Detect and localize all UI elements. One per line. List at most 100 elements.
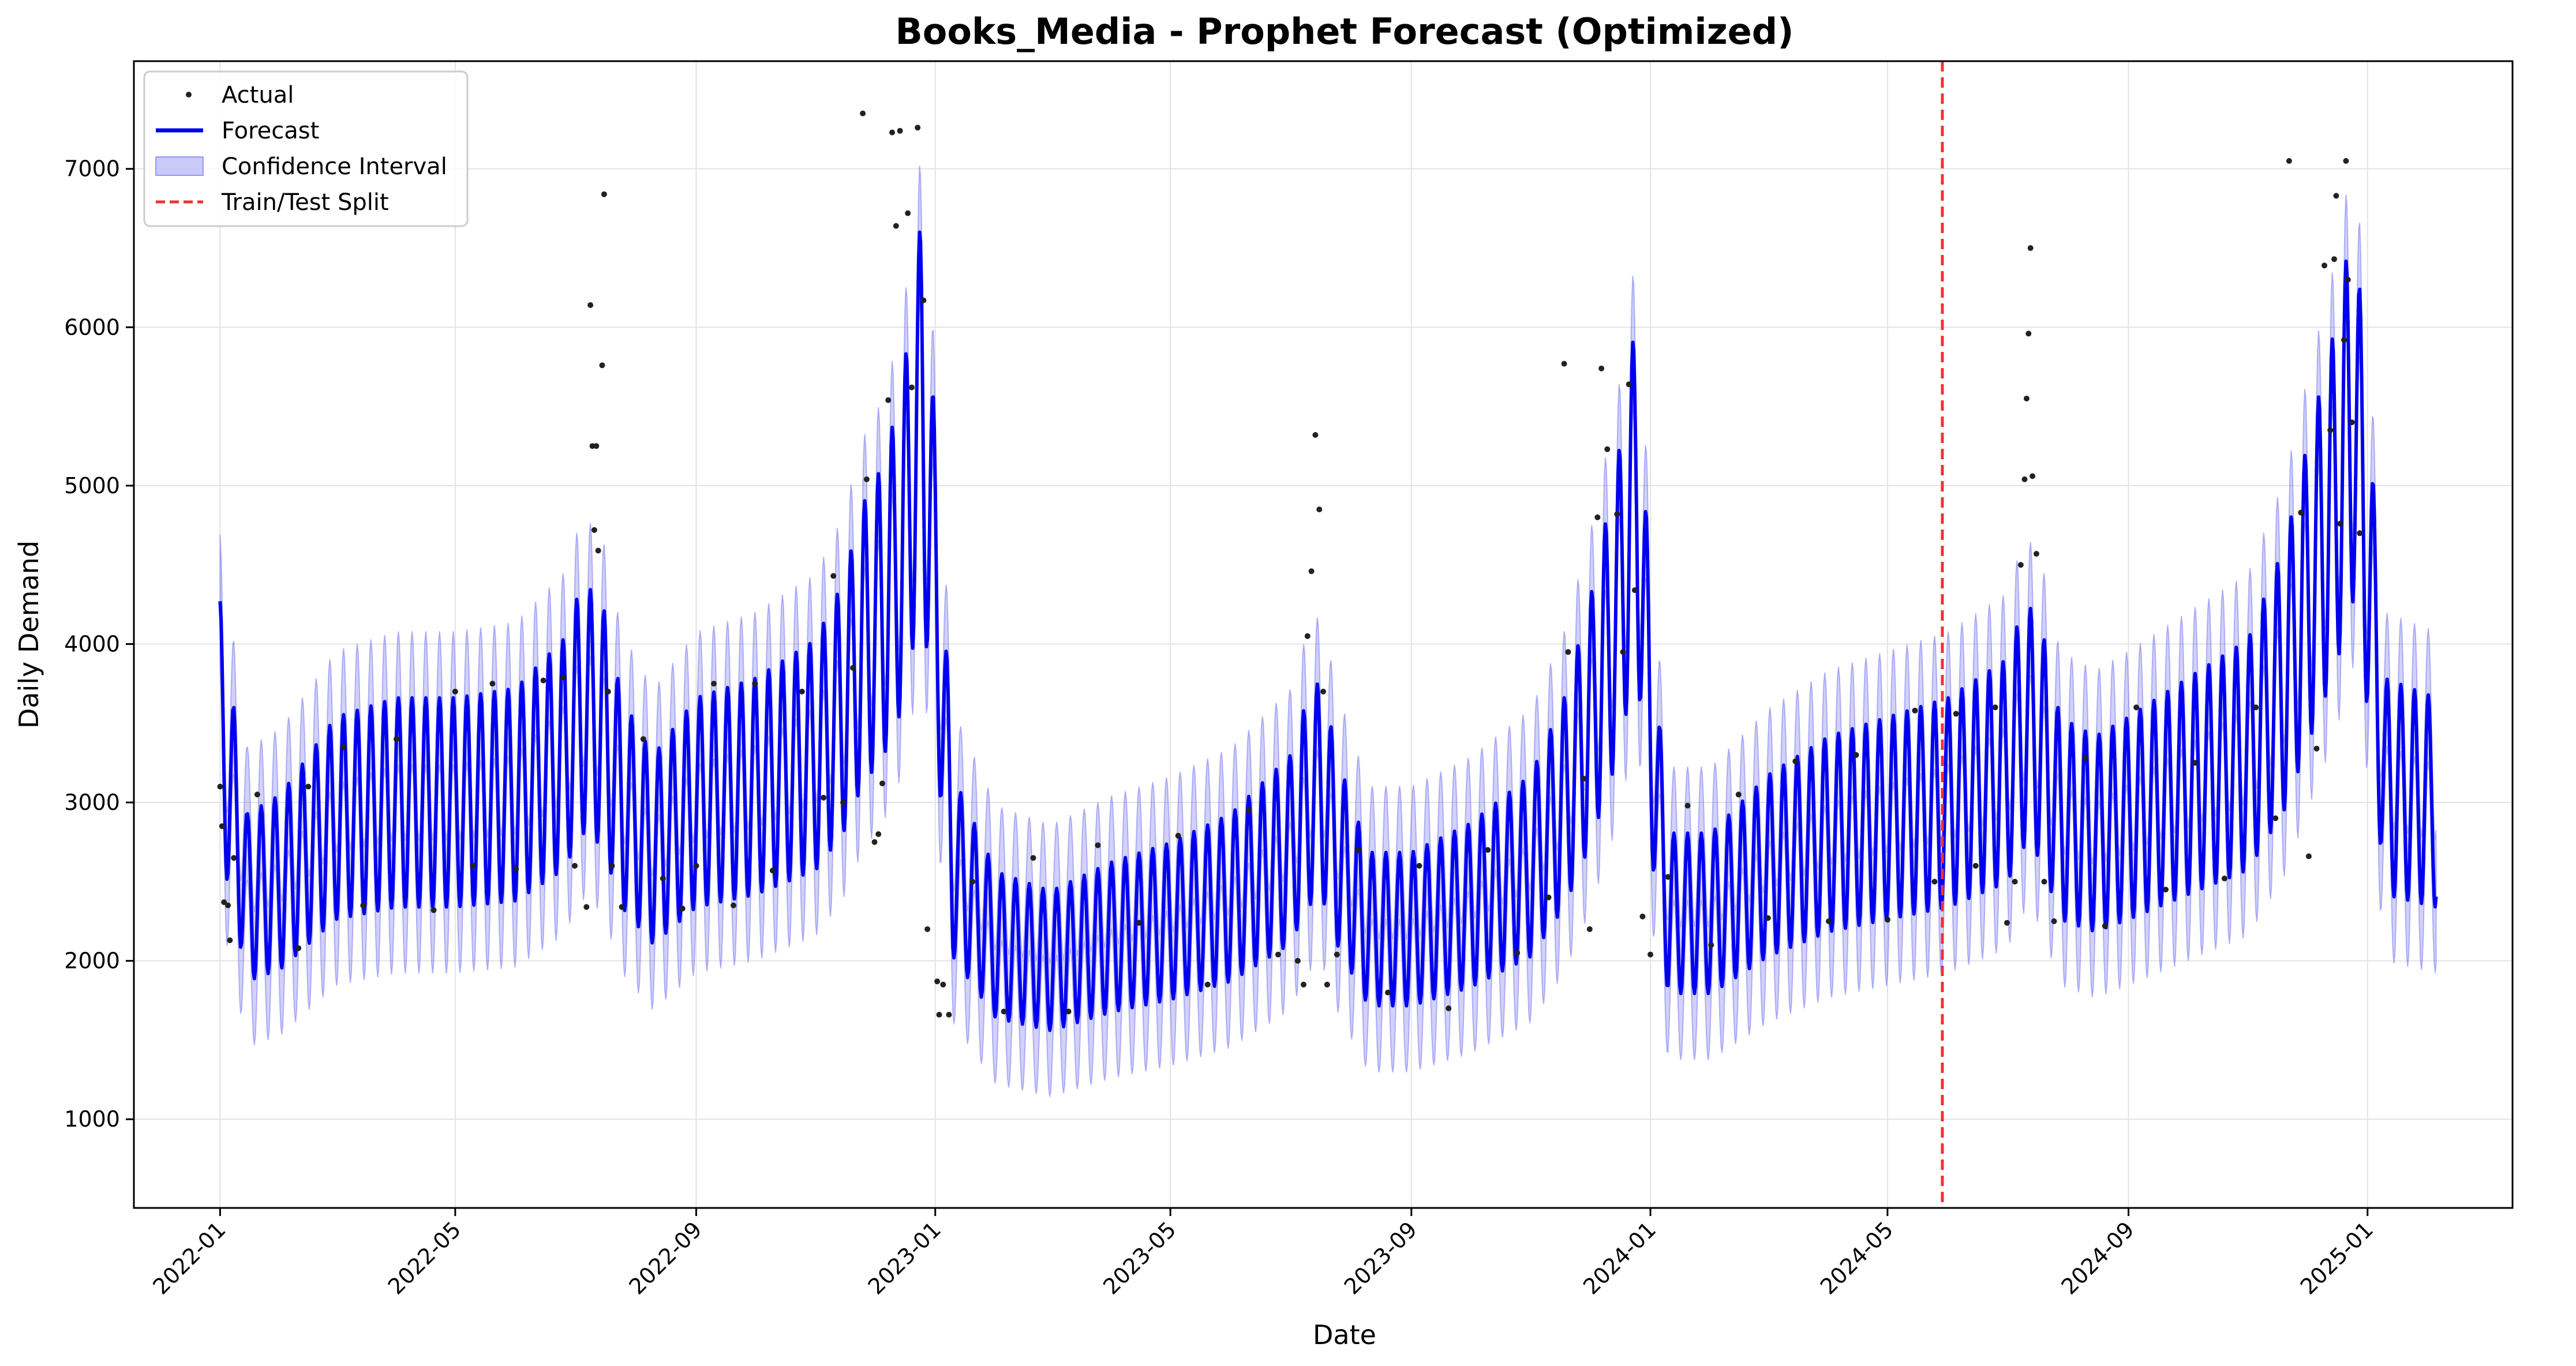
actual-point <box>225 902 231 909</box>
actual-point <box>924 926 931 932</box>
actual-point <box>2333 193 2339 199</box>
actual-point <box>1308 568 1315 575</box>
actual-point <box>430 907 437 913</box>
actual-point <box>2331 256 2337 262</box>
actual-point <box>1324 981 1330 988</box>
actual-point <box>1312 432 1319 438</box>
actual-point <box>593 443 600 449</box>
actual-point <box>605 688 611 695</box>
actual-point <box>2133 704 2140 711</box>
actual-point <box>221 899 227 905</box>
actual-point <box>799 688 805 695</box>
actual-point <box>1581 775 1587 782</box>
legend-band-marker <box>155 156 204 176</box>
actual-point <box>1620 649 1626 655</box>
actual-point <box>2298 509 2304 516</box>
actual-point <box>879 780 885 787</box>
actual-point <box>821 794 827 801</box>
actual-point <box>1708 942 1714 948</box>
actual-point <box>2327 427 2334 433</box>
actual-point <box>1972 862 1979 869</box>
actual-point <box>2041 879 2047 885</box>
actual-point <box>1204 981 1211 988</box>
actual-point <box>920 297 927 303</box>
actual-point <box>1416 862 1422 869</box>
actual-point <box>1320 688 1326 695</box>
actual-point <box>1065 1008 1072 1015</box>
actual-point <box>2163 887 2169 893</box>
actual-point <box>1316 506 1323 513</box>
legend-forecast-label: Forecast <box>222 118 319 144</box>
actual-point <box>2102 923 2108 929</box>
actual-point <box>2343 158 2349 164</box>
actual-point <box>940 981 946 988</box>
actual-point <box>660 875 666 881</box>
legend-box <box>143 70 469 227</box>
actual-point <box>897 127 903 134</box>
actual-point <box>769 868 776 874</box>
actual-point <box>889 129 895 136</box>
actual-point <box>1275 951 1281 958</box>
actual-point <box>1912 707 1918 714</box>
actual-point <box>219 823 225 830</box>
actual-point <box>1992 704 1998 711</box>
actual-point <box>1604 446 1611 452</box>
actual-point <box>1648 951 1653 958</box>
actual-point <box>295 945 302 951</box>
actual-point <box>1294 958 1301 964</box>
actual-point <box>2012 879 2018 885</box>
actual-point <box>572 862 578 869</box>
actual-point <box>619 904 625 910</box>
actual-point <box>2313 745 2320 752</box>
actual-point <box>893 223 899 229</box>
actual-point <box>1631 587 1638 594</box>
actual-point <box>1586 926 1593 932</box>
actual-point <box>2033 551 2039 557</box>
actual-point <box>601 191 607 197</box>
actual-point <box>830 573 837 579</box>
actual-point <box>946 1012 952 1018</box>
actual-point <box>231 855 237 861</box>
actual-point <box>1136 920 1142 926</box>
actual-point <box>2337 520 2343 527</box>
actual-point <box>936 1012 942 1018</box>
y-axis-ticks: 1000 2000 3000 4000 5000 6000 7000 <box>64 156 134 1132</box>
actual-point <box>2021 476 2028 482</box>
actual-point <box>1765 915 1771 921</box>
actual-point <box>340 744 347 750</box>
legend-actual-marker <box>186 92 192 97</box>
actual-point <box>1953 711 1959 717</box>
actual-point <box>1304 633 1311 639</box>
actual-point <box>1884 917 1890 923</box>
actual-point <box>1626 381 1632 388</box>
actual-point <box>1735 791 1742 798</box>
y-tick-label: 1000 <box>64 1106 120 1132</box>
y-tick-label: 2000 <box>64 948 120 974</box>
actual-point <box>909 384 915 391</box>
legend: Actual Forecast Confidence Interval Trai… <box>143 70 469 227</box>
actual-point <box>1826 918 1832 924</box>
actual-point <box>1385 989 1391 996</box>
actual-point <box>731 902 736 909</box>
actual-point <box>969 879 976 885</box>
actual-point <box>711 681 717 687</box>
actual-point <box>2192 760 2198 766</box>
actual-point <box>452 688 458 695</box>
actual-point <box>871 839 878 845</box>
actual-point <box>1931 879 1938 885</box>
actual-point <box>470 862 476 869</box>
y-axis-label: Daily Demand <box>13 541 44 729</box>
actual-point <box>2030 473 2036 479</box>
legend-split-label: Train/Test Split <box>221 189 389 216</box>
actual-point <box>217 783 223 790</box>
actual-point <box>752 681 758 687</box>
actual-point <box>875 831 882 837</box>
forecast-series-line <box>218 230 2438 1033</box>
chart-title: Books_Media - Prophet Forecast (Optimize… <box>896 10 1794 52</box>
actual-point <box>591 527 597 533</box>
y-tick-label: 6000 <box>64 314 120 340</box>
actual-point <box>2004 920 2010 926</box>
actual-point <box>513 866 519 872</box>
actual-point <box>2027 245 2034 251</box>
actual-point <box>360 902 366 909</box>
